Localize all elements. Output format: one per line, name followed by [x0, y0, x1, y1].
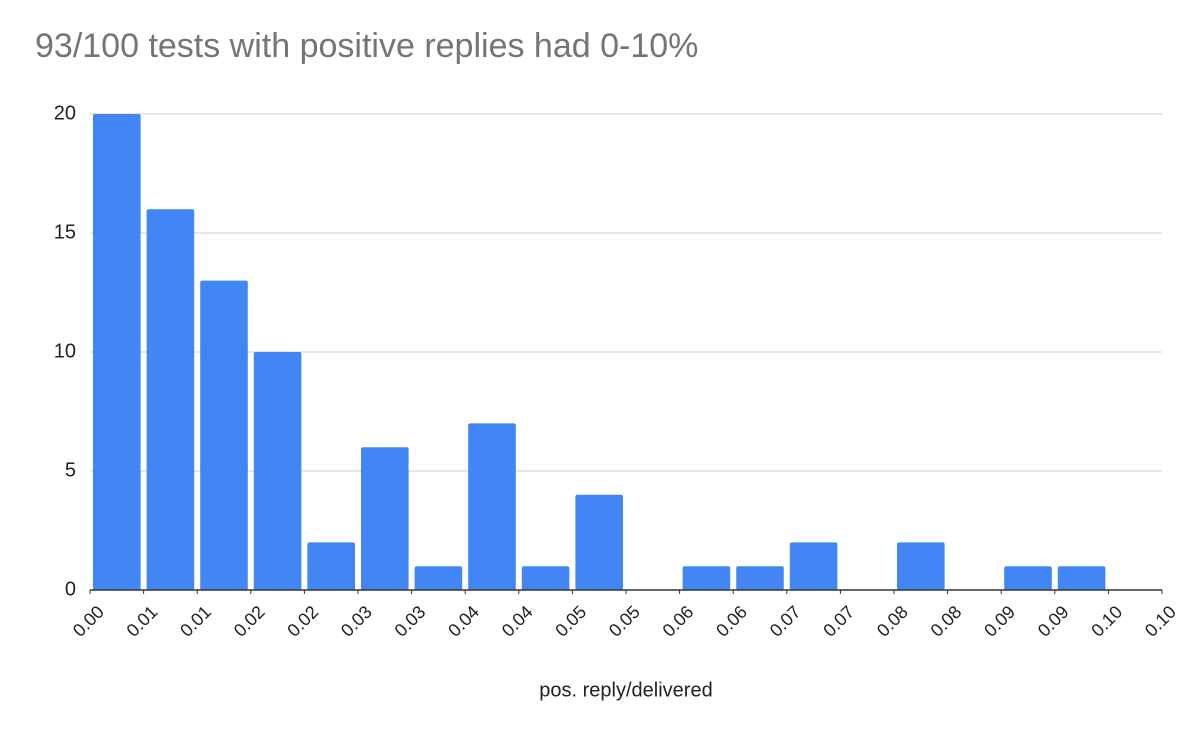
y-tick-label: 0: [65, 578, 76, 600]
y-tick-label: 5: [65, 459, 76, 481]
bar: [682, 566, 731, 590]
chart-title: 93/100 tests with positive replies had 0…: [35, 27, 698, 65]
x-tick-label: 0.09: [1034, 602, 1073, 641]
x-tick-label: 0.04: [498, 602, 537, 641]
x-tick-label: 0.06: [712, 602, 751, 641]
x-tick-label: 0.01: [123, 602, 162, 641]
x-tick-label: 0.02: [283, 602, 322, 641]
bar: [521, 566, 570, 590]
x-tick-label: 0.06: [659, 602, 698, 641]
bar: [789, 542, 838, 590]
y-tick-label: 20: [54, 102, 76, 124]
bar: [575, 494, 623, 590]
bar: [361, 447, 409, 590]
bar: [1057, 566, 1106, 590]
x-tick-label: 0.02: [230, 602, 269, 641]
bar: [468, 423, 516, 590]
x-tick-label: 0.10: [1141, 602, 1180, 641]
x-axis-title: pos. reply/delivered: [539, 679, 712, 701]
x-tick-label: 0.10: [1087, 602, 1126, 641]
x-tick-label: 0.01: [176, 602, 215, 641]
x-tick-label: 0.08: [927, 602, 966, 641]
bar: [414, 566, 463, 590]
bar: [736, 566, 784, 590]
x-tick-label: 0.09: [980, 602, 1019, 641]
bar: [253, 352, 302, 590]
x-tick-label: 0.03: [337, 602, 376, 641]
x-tick-label: 0.07: [819, 602, 858, 641]
bar: [307, 542, 355, 590]
y-tick-label: 15: [54, 221, 76, 243]
x-tick-label: 0.05: [605, 602, 644, 641]
bar: [93, 114, 141, 590]
bar: [1004, 566, 1052, 590]
x-tick-label: 0.07: [766, 602, 805, 641]
bar: [200, 280, 248, 590]
bar: [146, 209, 195, 590]
bar: [897, 542, 945, 590]
x-tick-label: 0.08: [873, 602, 912, 641]
x-tick-label: 0.05: [551, 602, 590, 641]
x-tick-label: 0.00: [69, 602, 108, 641]
x-tick-label: 0.03: [391, 602, 430, 641]
y-tick-label: 10: [54, 340, 76, 362]
x-tick-label: 0.04: [444, 602, 483, 641]
